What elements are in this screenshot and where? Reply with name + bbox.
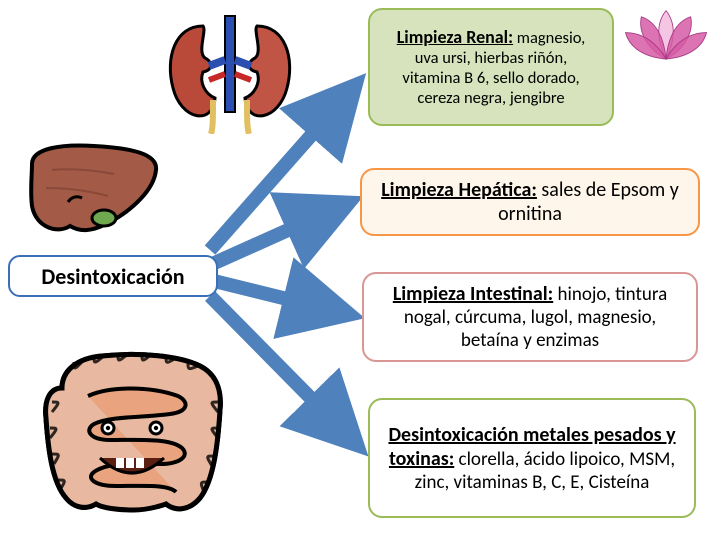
kidneys-illustration [155,8,305,139]
renal-cleanse-title: Limpieza Renal: [397,26,513,48]
liver-illustration [22,140,162,243]
hepatic-cleanse-box: Limpieza Hepática: sales de Epsom y orni… [360,168,700,236]
lotus-logo [622,6,710,73]
intestinal-cleanse-title: Limpieza Intestinal: [393,282,553,306]
renal-cleanse-box: Limpieza Renal: magnesio, uva ursi, hier… [368,8,614,126]
detox-source-box: Desintoxicación [8,255,218,297]
hepatic-cleanse-title: Limpieza Hepática: [381,178,537,202]
heavy-metals-body: clorella, ácido lipoico, MSM, zinc, vita… [415,448,675,494]
intestinal-cleanse-box: Limpieza Intestinal: hinojo, tintura nog… [362,272,698,362]
intestines-illustration [30,332,240,525]
detox-source-label: Desintoxicación [41,263,184,290]
heavy-metals-box: Desintoxicación metales pesados y toxina… [368,398,696,518]
